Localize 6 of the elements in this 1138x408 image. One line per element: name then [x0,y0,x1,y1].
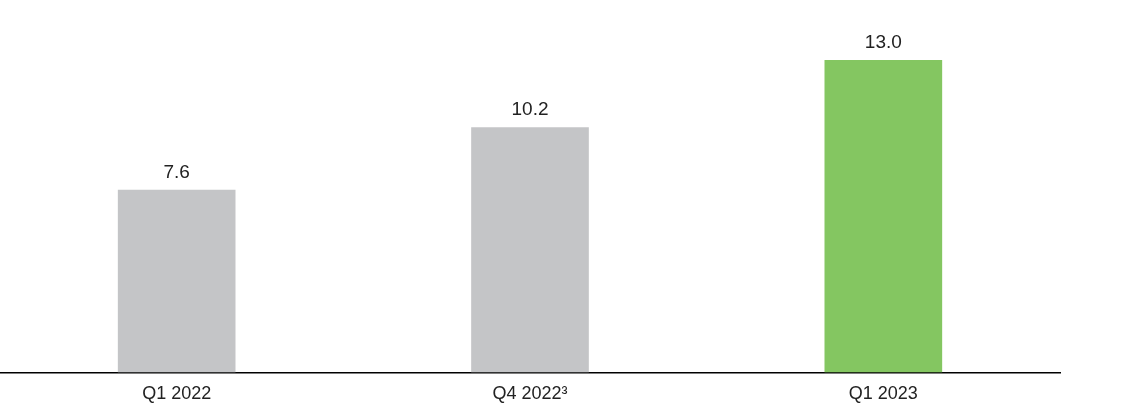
x-tick-label: Q1 2022 [142,383,212,404]
x-tick-label: Q1 2023 [848,383,918,404]
data-label: 7.6 [163,160,190,182]
data-label: 10.2 [511,98,549,120]
data-label: 13.0 [864,30,902,52]
x-tick-label: Q4 2022³ [492,383,568,404]
